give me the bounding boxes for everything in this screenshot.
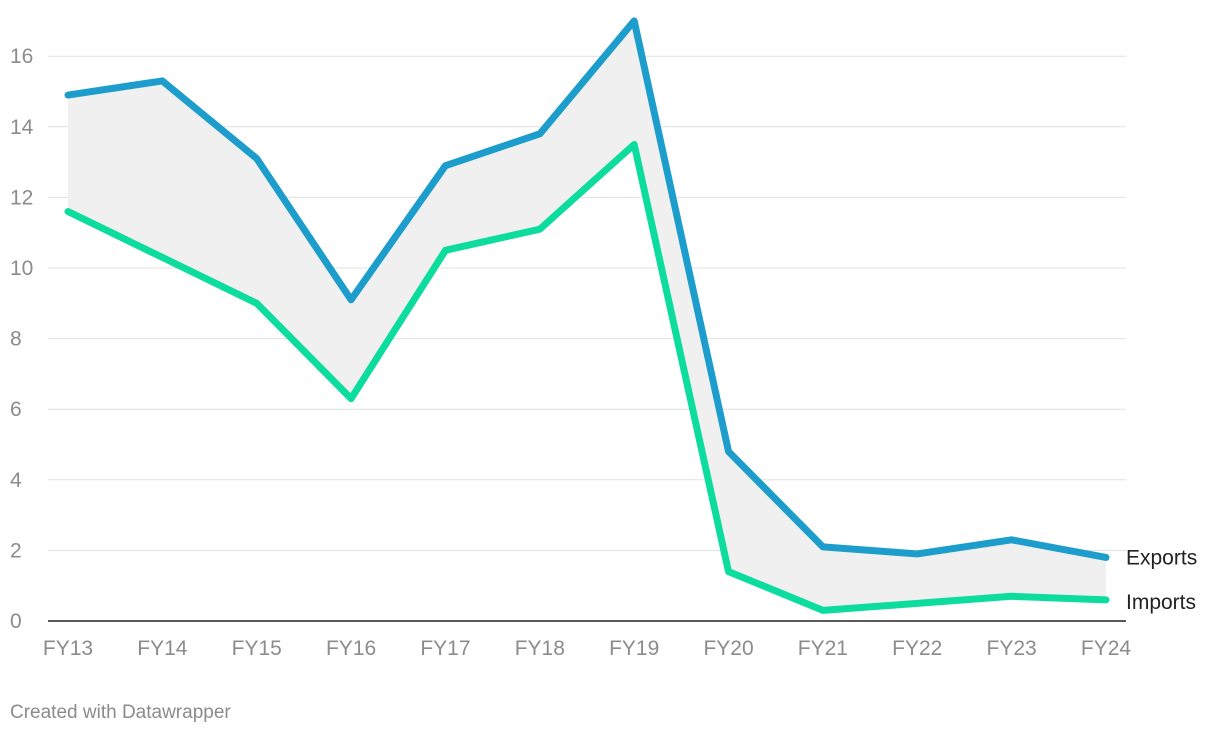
- x-axis: FY13 FY14 FY15 FY16 FY17 FY18 FY19 FY20 FY21 FY22…: [43, 637, 1132, 660]
- x-tick-label: FY21: [798, 637, 848, 660]
- series-label-imports: Imports: [1126, 591, 1196, 614]
- y-tick-label: 16: [10, 45, 33, 68]
- x-tick-label: FY17: [420, 637, 470, 660]
- x-tick-label: FY18: [515, 637, 565, 660]
- y-tick-label: 6: [10, 398, 22, 421]
- y-tick-label: 4: [10, 469, 22, 492]
- x-tick-label: FY19: [609, 637, 659, 660]
- y-axis: 0 2 4 6 8 10 12 14 16: [10, 45, 34, 633]
- x-tick-label: FY15: [232, 637, 282, 660]
- x-tick-label: FY16: [326, 637, 376, 660]
- credit-footer: Created with Datawrapper: [10, 702, 231, 723]
- series-lines: [64, 17, 1110, 614]
- y-tick-label: 14: [10, 116, 34, 139]
- y-tick-label: 12: [10, 186, 33, 209]
- series-labels: Exports Imports: [1126, 546, 1197, 613]
- y-tick-label: 8: [10, 328, 22, 351]
- y-tick-label: 0: [10, 610, 22, 633]
- x-tick-label: FY22: [892, 637, 942, 660]
- series-line-exports: [64, 17, 1110, 561]
- range-area: [68, 20, 1106, 611]
- y-tick-label: 2: [10, 539, 22, 562]
- x-tick-label: FY13: [43, 637, 93, 660]
- x-tick-label: FY24: [1081, 637, 1132, 660]
- area-between-series: [68, 20, 1106, 611]
- y-tick-label: 10: [10, 257, 33, 280]
- series-line-imports: [64, 140, 1110, 614]
- series-label-exports: Exports: [1126, 546, 1197, 569]
- x-tick-label: FY23: [987, 637, 1037, 660]
- x-tick-label: FY20: [703, 637, 753, 660]
- x-tick-label: FY14: [137, 637, 188, 660]
